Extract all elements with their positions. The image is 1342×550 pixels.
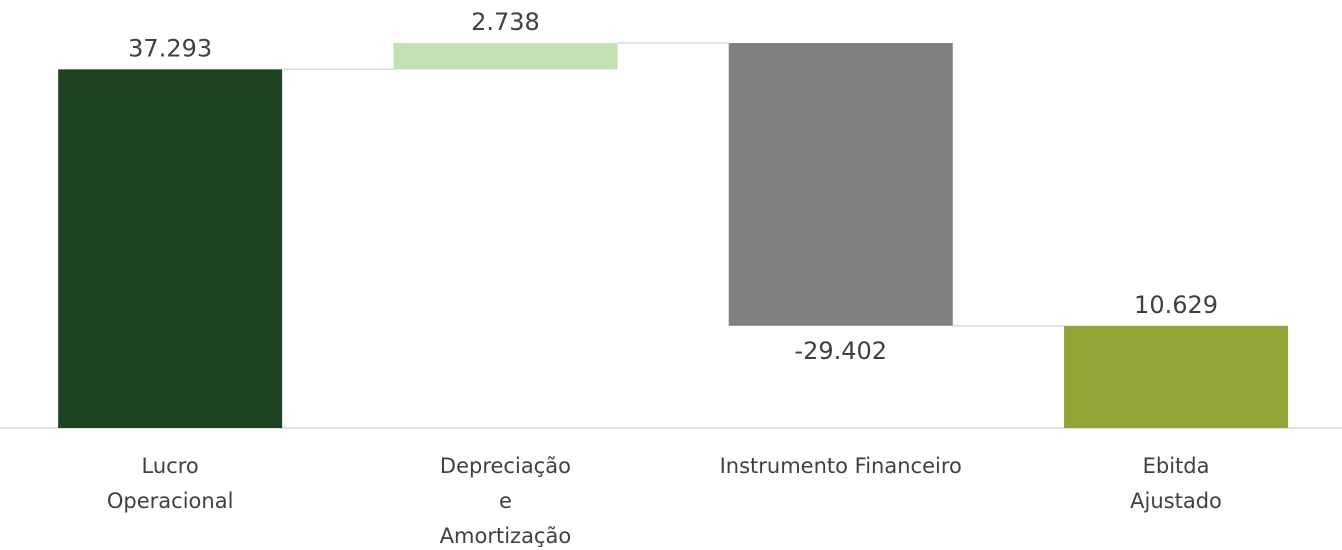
bar [393,43,618,70]
x-tick-label: Lucro Operacional [106,454,234,513]
value-label: 2.738 [471,8,540,36]
x-tick-label: Ebitda Ajustado [1130,454,1222,513]
bar [58,69,283,429]
bar [728,43,953,326]
value-label: -29.402 [794,337,887,365]
bar [1064,325,1289,428]
value-label: 10.629 [1134,291,1218,319]
value-label: 37.293 [128,34,212,62]
x-tick-label: Depreciação e Amortização [439,454,572,548]
x-tick-label: Instrumento Financeiro [719,454,962,478]
